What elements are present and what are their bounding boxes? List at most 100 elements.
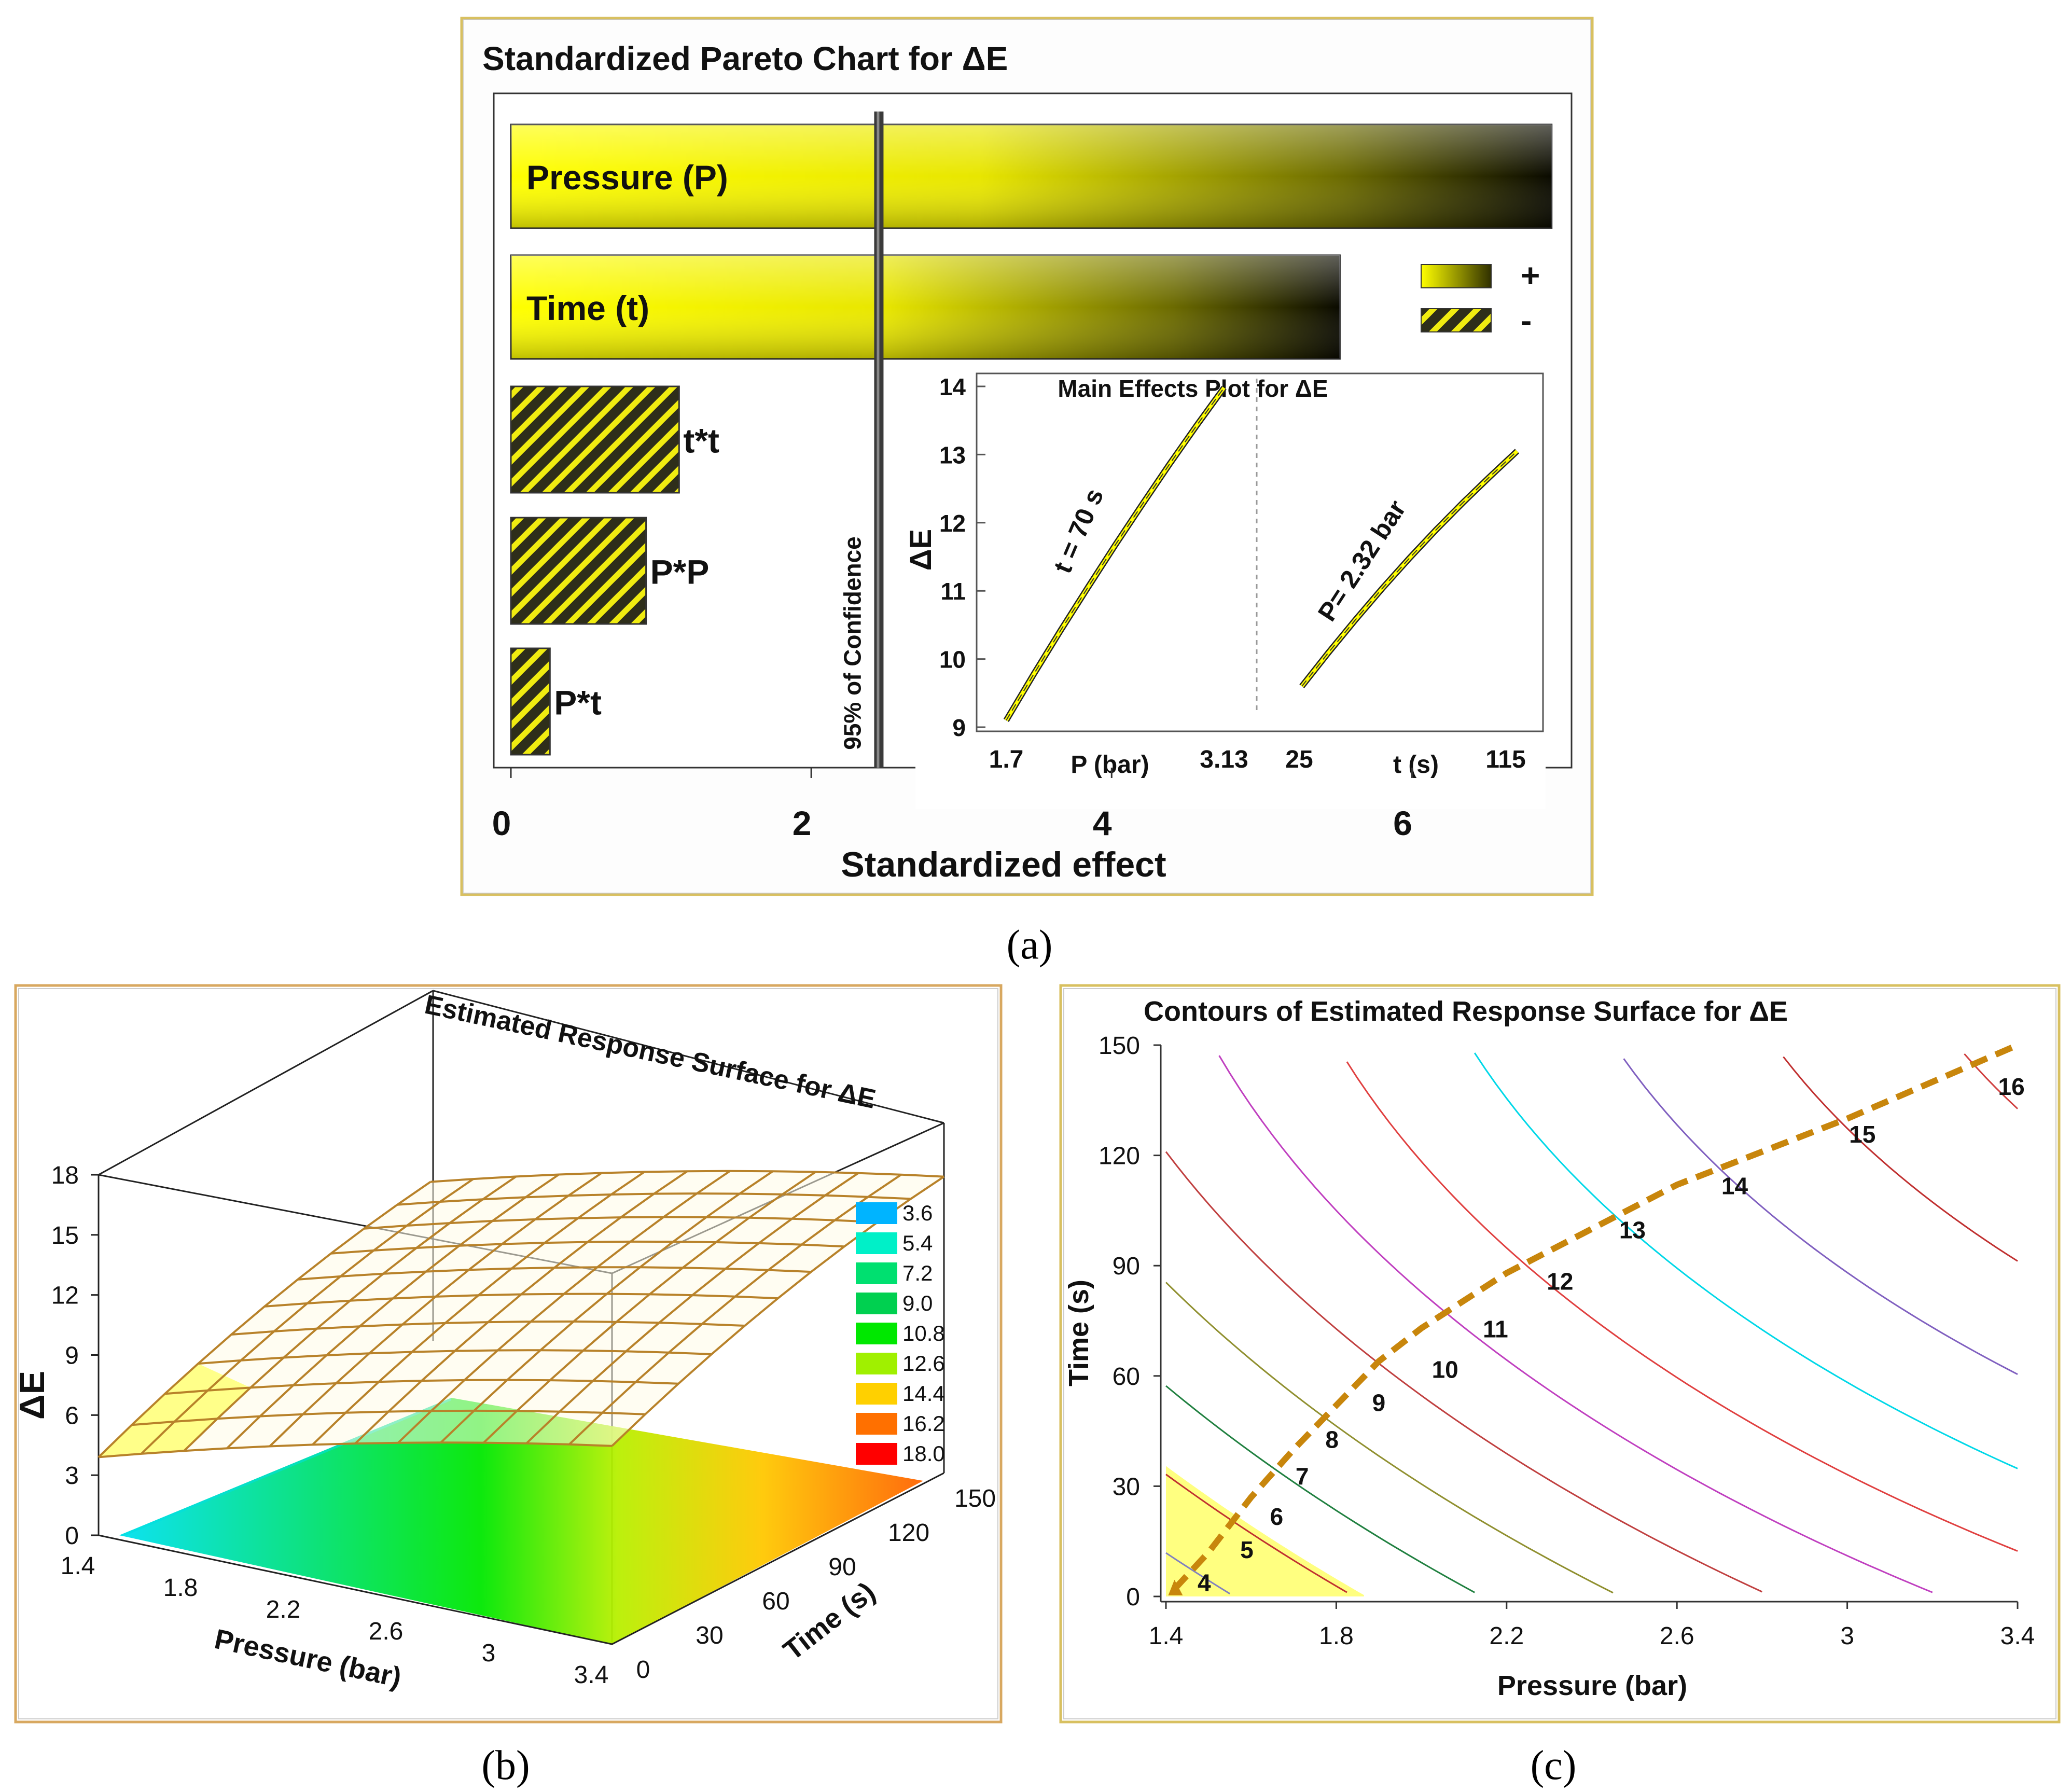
contour-line [1346,1061,2018,1552]
z-tick: 3 [65,1462,79,1490]
surface-y-tick: 0 [636,1656,650,1684]
mesh-line [98,1441,613,1458]
legend-level: 7.2 [902,1261,933,1285]
panel-c-frame [1059,984,2061,1724]
contour-line [1218,1055,1933,1593]
pareto-x-tick: 4 [1093,804,1112,842]
surface-z-ticks: 0 3 6 9 12 15 18 [51,1162,99,1550]
pareto-bar [510,517,647,625]
surface-y-tick: 120 [888,1519,929,1547]
inset-curves [1003,386,1520,722]
mesh-line [430,1170,944,1183]
pareto-bar-label: P*t [554,684,602,722]
caption-a: (a) [1007,922,1053,968]
surface-y-tick: 150 [954,1485,996,1512]
path-start-marker [1168,1579,1183,1595]
mesh-line [264,1293,779,1308]
contour-level-label: 10 [1432,1356,1458,1383]
contour-level-label: 9 [1372,1389,1386,1416]
confidence-line-highlight [877,112,880,768]
pareto-x-label: Standardized effect [841,845,1166,884]
surface-z-label: ΔE [12,1371,52,1420]
inset-y-tick: 13 [939,441,966,468]
pareto-bar-label: Time (t) [526,289,649,327]
inset-plot-area [976,372,1544,732]
mesh-line [397,1192,911,1206]
inset-t-max: 115 [1485,746,1525,773]
legend-swatch [856,1232,897,1254]
contour-x-tick: 2.2 [1489,1622,1524,1650]
contour-line [1165,1474,1347,1593]
contour-level-label: 8 [1325,1426,1339,1453]
surface-x-tick: 3.4 [574,1661,609,1689]
mesh-line [231,1320,745,1336]
panel-c-contour-plot: Contours of Estimated Response Surface f… [1059,984,2061,1724]
contour-line [1165,1151,1763,1593]
surface-x-tick: 2.6 [369,1618,404,1645]
surface-y-tick: 60 [762,1588,789,1615]
contour-x-label: Pressure (bar) [1497,1670,1687,1701]
contour-level-label: 4 [1198,1569,1211,1596]
pareto-bar-label: Pressure (P) [526,158,728,197]
mesh-line [364,1216,878,1230]
low-response-region [1166,1466,1364,1596]
contour-title: Contours of Estimated Response Surface f… [1144,996,1788,1027]
legend-level: 12.6 [902,1351,945,1376]
z-tick: 18 [51,1162,79,1189]
surface-y-tick: 30 [696,1622,723,1649]
z-tick: 12 [51,1282,79,1310]
contour-level-label: 11 [1483,1316,1508,1343]
inset-y-ticks: 9 10 11 12 13 14 [939,373,985,741]
inset-y-tick: 14 [939,373,966,400]
contour-x-tick: 3.4 [2000,1622,2035,1650]
z-tick: 0 [65,1522,79,1550]
legend-swatch [856,1383,897,1405]
contour-y-tick: 120 [1099,1143,1140,1170]
surface-y-tick: 90 [828,1553,856,1581]
mesh-line [297,1266,812,1281]
inset-y-label: ΔE [904,529,938,571]
mesh-line [198,1349,712,1365]
surface-x-tick: 1.8 [163,1574,198,1602]
surface-x-ticks: 1.4 1.8 2.2 2.6 3 3.4 [61,1552,609,1689]
z-tick: 6 [65,1402,79,1429]
pareto-legend: + - [1421,257,1540,339]
contour-level-label: 15 [1849,1121,1875,1148]
legend-swatch [856,1293,897,1314]
contour-y-tick: 150 [1099,1032,1140,1060]
legend-swatch [856,1353,897,1374]
contour-level-label: 5 [1240,1536,1254,1563]
legend-swatch [856,1323,897,1344]
contour-x-tick: 1.4 [1149,1622,1184,1650]
legend-swatch [856,1262,897,1284]
inset-curve-dash [1006,387,1225,721]
panel-a-pareto-chart: Standardized Pareto Chart for ΔE Pressur… [460,17,1594,896]
surface-y-ticks: 0 30 60 90 120 150 [636,1485,996,1684]
legend-label-positive: + [1521,257,1540,294]
legend-level: 14.4 [902,1381,945,1406]
z-tick: 9 [65,1342,79,1370]
contour-y-tick: 60 [1113,1363,1140,1391]
contour-level-label: 16 [1998,1073,2025,1100]
z-tick: 15 [51,1222,79,1249]
inset-y-tick: 11 [940,578,966,605]
inset-p-label: P (bar) [1071,751,1149,779]
pareto-bar [510,385,680,494]
contour-level-label: 13 [1619,1216,1646,1243]
inset-curve-dash [1301,451,1518,687]
bar-shine [511,255,1340,359]
inset-p-max: 3.13 [1200,746,1248,773]
pareto-x-ticks: 0 2 4 6 [492,768,1413,842]
pareto-x-tick: 0 [492,804,511,842]
contour-level-label: 12 [1547,1268,1573,1295]
inset-y-tick: 9 [952,714,966,741]
contour-line [1165,1385,1475,1593]
surface-x-tick: 2.2 [266,1596,301,1623]
contour-x-tick: 3 [1840,1622,1854,1650]
contour-y-tick: 90 [1113,1253,1140,1280]
legend-label-negative: - [1521,302,1532,339]
contour-level-label: 7 [1296,1463,1309,1490]
contour-y-tick: 0 [1126,1583,1140,1611]
main-effects-inset: Main Effects Plot for ΔE ΔE 91011121314 … [904,371,1546,809]
